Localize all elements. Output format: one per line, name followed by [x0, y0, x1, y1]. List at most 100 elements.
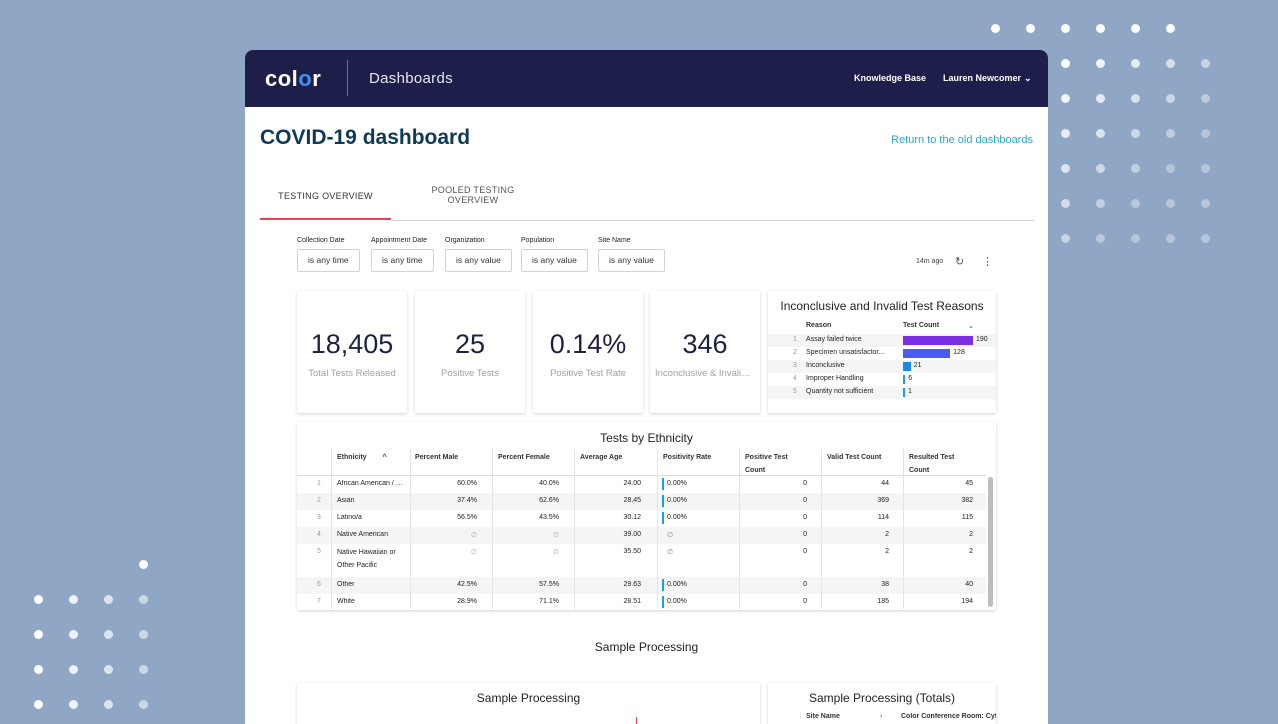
kpi-card-inconclusive[interactable]: 346 Inconclusive & Invalid Tests — [650, 291, 760, 413]
filter-label: Site Name — [598, 237, 631, 244]
chevron-right-icon[interactable]: › — [880, 713, 883, 720]
reason-text: Improper Handling — [806, 375, 864, 382]
filter-organization-button[interactable]: is any value — [445, 249, 512, 272]
grid-line — [739, 449, 740, 609]
tab-testing-overview[interactable]: TESTING OVERVIEW — [260, 181, 391, 220]
background-dot — [1201, 94, 1210, 103]
table-row[interactable]: 3 Latino/a 56.5% 43.5% 30.12 0 114 115 0.00% — [297, 510, 986, 527]
reason-text: Quantity not sufficient — [806, 388, 874, 395]
count-bar — [903, 349, 951, 358]
more-options-icon[interactable]: ⋮ — [982, 256, 993, 268]
table-row[interactable]: 1 African American / Bl... 60.0% 40.0% 24.00… — [297, 476, 986, 493]
filter-site-name-button[interactable]: is any value — [598, 249, 665, 272]
filter-label: Collection Date — [297, 237, 345, 244]
cell-resulted: 382 — [961, 497, 973, 504]
cell-age: 39.00 — [623, 531, 641, 538]
cell-pos: 0 — [803, 548, 807, 555]
positivity-bar — [662, 478, 664, 490]
header-divider — [347, 60, 348, 96]
header-line2: Count — [909, 467, 930, 474]
background-dot — [1061, 24, 1070, 33]
count-bar — [903, 336, 973, 345]
table-row[interactable]: 2 Asian 37.4% 62.6% 28.45 0 369 382 0.00% — [297, 493, 986, 510]
background-dot — [69, 595, 78, 604]
background-dot — [1166, 199, 1175, 208]
reason-row[interactable]: 3 Inconclusive 21 — [768, 360, 996, 373]
cell-age: 35.50 — [623, 548, 641, 555]
filter-population-button[interactable]: is any value — [521, 249, 588, 272]
color-logo[interactable]: color — [265, 66, 321, 92]
cell-age: 30.12 — [623, 514, 641, 521]
filter-appointment-date-button[interactable]: is any time — [371, 249, 434, 272]
return-old-dashboards-link[interactable]: Return to the old dashboards — [891, 134, 1033, 146]
background-dot — [1166, 24, 1175, 33]
cell-line: Native Hawaiian or — [337, 549, 396, 556]
row-number: 6 — [317, 581, 321, 588]
cell-ethnicity: Native Hawaiian or Other Pacific — [337, 546, 407, 572]
reason-row[interactable]: 4 Improper Handling 6 — [768, 373, 996, 386]
user-menu[interactable]: Lauren Newcomer ⌄ — [943, 73, 1032, 84]
kpi-card-positive-tests[interactable]: 25 Positive Tests — [415, 291, 525, 413]
positivity-bar — [662, 495, 664, 507]
cell-positivity-rate: 0.00% — [667, 581, 687, 588]
test-count-column-header[interactable]: Test Count — [903, 322, 940, 329]
reason-text: Assay failed twice — [806, 336, 862, 343]
cell-ethnicity: Latino/a — [337, 514, 362, 521]
background-dot — [139, 700, 148, 709]
col-header-positive-test-count[interactable]: Positive Test Count — [745, 451, 788, 477]
background-dot — [1096, 59, 1105, 68]
background-dot — [104, 700, 113, 709]
count-value: 128 — [953, 349, 965, 356]
tab-pooled-testing-overview[interactable]: POOLED TESTING OVERVIEW — [415, 185, 531, 205]
tab-underline — [391, 220, 1034, 221]
col-header-ethnicity[interactable]: Ethnicity ^ — [337, 451, 387, 464]
last-updated-text: 14m ago — [916, 258, 944, 265]
reason-column-header[interactable]: Reason — [806, 322, 832, 329]
table-row[interactable]: 6 Other 42.5% 57.5% 29.63 0 38 40 0.00% — [297, 577, 986, 594]
background-dot — [69, 665, 78, 674]
col-header-percent-female[interactable]: Percent Female — [498, 454, 550, 461]
cell-resulted: 194 — [961, 598, 973, 605]
col-header-average-age[interactable]: Average Age — [580, 454, 623, 461]
table-row[interactable]: 7 White 28.9% 71.1% 28.51 0 185 194 0.00% — [297, 594, 986, 610]
background-dot — [1096, 24, 1105, 33]
refresh-icon[interactable]: ↻ — [955, 256, 965, 268]
sort-chevron-icon[interactable]: ⌄ — [968, 323, 974, 330]
table-row[interactable]: 5 Native Hawaiian or Other Pacific ∅ ∅ 35.50 0… — [297, 544, 986, 577]
kpi-value: 18,405 — [310, 329, 394, 359]
site-column-header[interactable]: Color Conference Room: Cyt — [901, 713, 996, 720]
kpi-card-total-tests[interactable]: 18,405 Total Tests Released — [297, 291, 407, 413]
background-dot — [1096, 129, 1105, 138]
col-header-percent-male[interactable]: Percent Male — [415, 454, 459, 461]
sample-processing-section-title: Sample Processing — [594, 640, 699, 654]
header-line2: Count — [745, 467, 766, 474]
sample-processing-totals-card: Sample Processing (Totals) Site Name › C… — [768, 683, 996, 724]
tab-label-line2: OVERVIEW — [447, 195, 499, 205]
cell-valid: 2 — [885, 531, 889, 538]
reason-row[interactable]: 5 Quantity not sufficient 1 — [768, 386, 996, 399]
tab-label-line1: POOLED TESTING — [431, 185, 515, 195]
cell-valid: 2 — [885, 548, 889, 555]
site-name-column-header[interactable]: Site Name — [806, 713, 840, 720]
cell-resulted: 2 — [969, 548, 973, 555]
app-title: Dashboards — [369, 70, 453, 87]
col-header-positivity-rate[interactable]: Positivity Rate — [663, 454, 712, 461]
cell-resulted: 40 — [965, 581, 973, 588]
page-title: COVID-19 dashboard — [260, 126, 471, 149]
reason-row[interactable]: 1 Assay failed twice 190 — [768, 334, 996, 347]
cell-ethnicity: African American / Bl... — [337, 480, 407, 487]
background-dot — [1166, 164, 1175, 173]
count-value: 1 — [908, 388, 912, 395]
col-header-valid-test-count[interactable]: Valid Test Count — [827, 454, 882, 461]
col-header-resulted-test-count[interactable]: Resulted Test Count — [909, 451, 954, 477]
filter-collection-date-button[interactable]: is any time — [297, 249, 360, 272]
background-dot — [1026, 24, 1035, 33]
table-row[interactable]: 4 Native American ∅ ∅ 39.00 0 2 2 ∅ — [297, 527, 986, 544]
knowledge-base-link[interactable]: Knowledge Base — [854, 73, 927, 83]
table-scrollbar[interactable] — [988, 477, 993, 607]
reason-row[interactable]: 2 Specimen unsatisfactor... 128 — [768, 347, 996, 360]
cell-pos: 0 — [803, 480, 807, 487]
kpi-card-positive-rate[interactable]: 0.14% Positive Test Rate — [533, 291, 643, 413]
cell-age: 24.00 — [623, 480, 641, 487]
background-dot — [1201, 129, 1210, 138]
